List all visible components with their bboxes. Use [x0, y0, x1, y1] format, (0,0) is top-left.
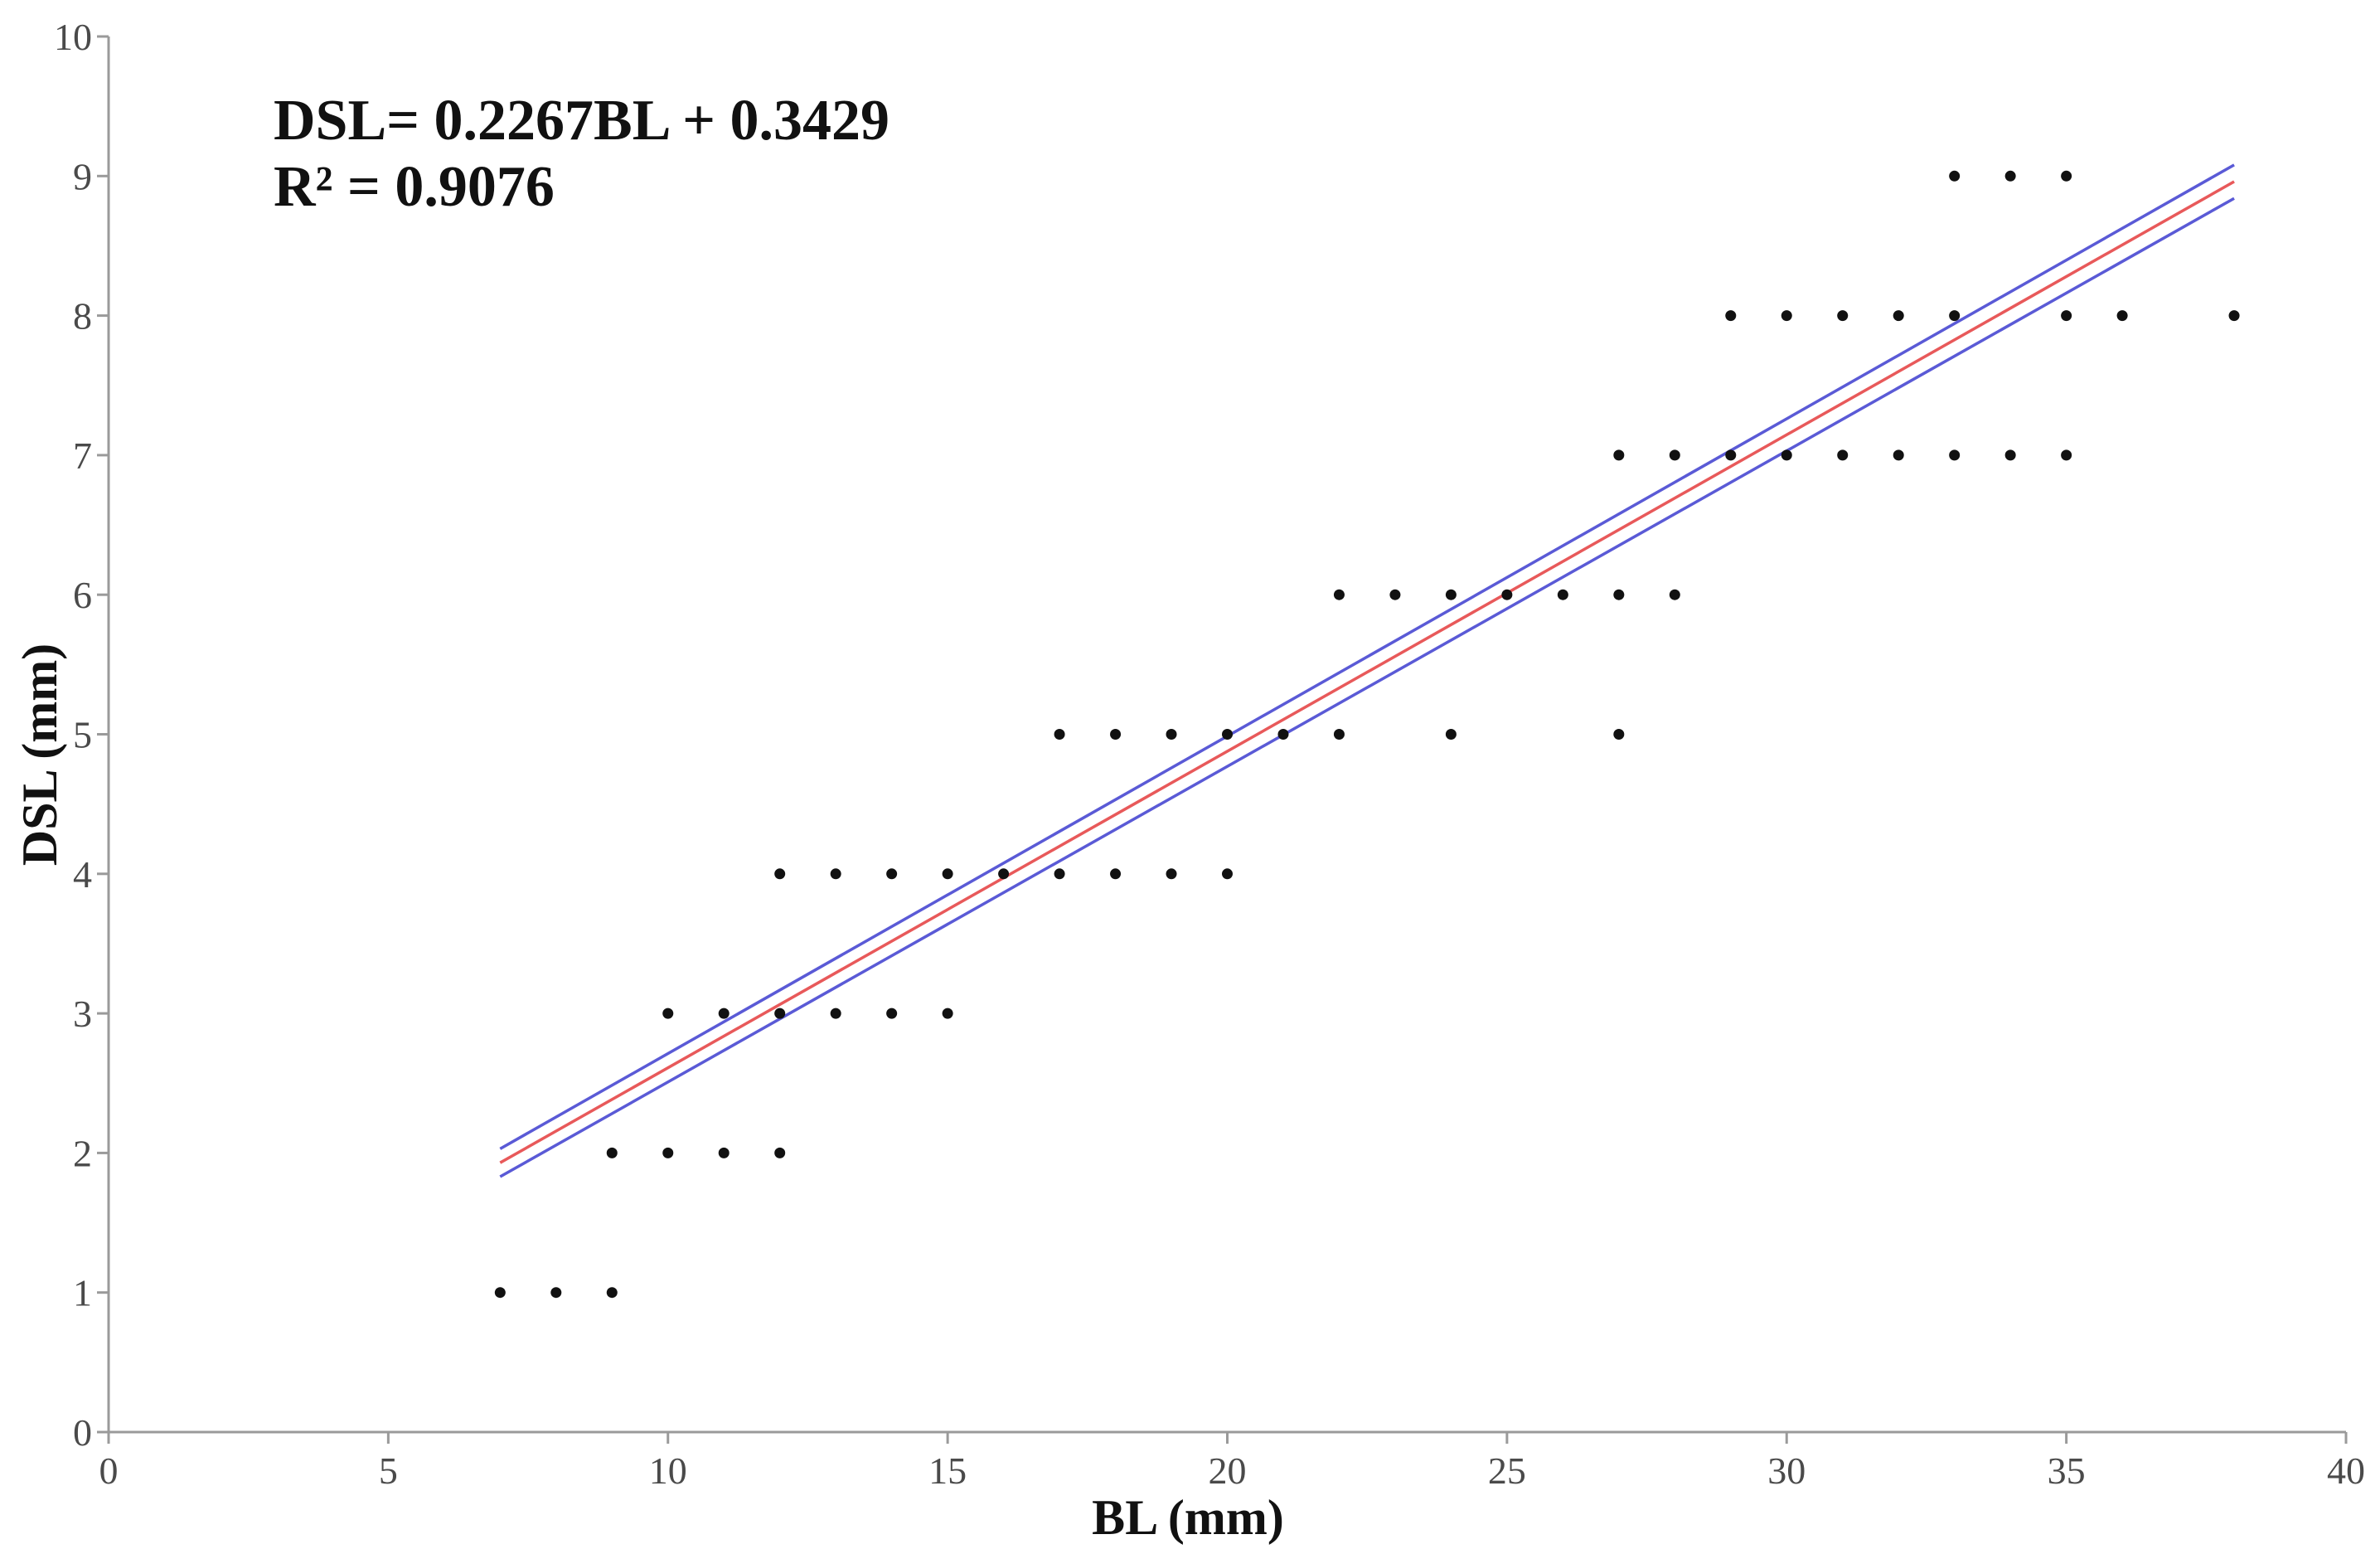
data-point: [1613, 729, 1625, 740]
x-tick-label: 25: [1488, 1449, 1526, 1492]
data-points: [494, 170, 2240, 1299]
data-point: [2116, 310, 2128, 322]
upper-band-line: [499, 163, 2235, 1150]
data-point: [606, 1287, 618, 1299]
x-tick-label: 10: [649, 1449, 687, 1492]
data-point: [662, 1008, 674, 1019]
y-tick-label: 3: [73, 993, 92, 1035]
data-point: [1222, 729, 1233, 740]
y-tick-label: 4: [73, 853, 92, 896]
data-point: [830, 1008, 841, 1019]
axes: 0 5 10 15 20 25 30 35 40 0 1 2 3 4 5 6 7 8 9 10: [54, 16, 2365, 1492]
data-point: [1557, 589, 1568, 600]
data-point: [774, 1008, 786, 1019]
data-point: [1222, 868, 1233, 880]
data-point: [886, 1008, 898, 1019]
data-point: [1949, 310, 1961, 322]
data-point: [1893, 310, 1904, 322]
y-tick-label: 7: [73, 435, 92, 477]
y-axis-ticks: 0 1 2 3 4 5 6 7 8 9 10: [54, 16, 109, 1454]
data-point: [2061, 449, 2072, 461]
x-tick-label: 20: [1209, 1449, 1247, 1492]
data-point: [1110, 868, 1122, 880]
data-point: [998, 868, 1010, 880]
data-point: [1166, 729, 1177, 740]
x-axis-ticks: 0 5 10 15 20 25 30 35 40: [99, 1432, 2365, 1492]
y-tick-label: 0: [73, 1411, 92, 1454]
data-point: [1501, 589, 1513, 600]
data-point: [1893, 449, 1904, 461]
data-point: [830, 868, 841, 880]
data-point: [1110, 729, 1122, 740]
data-point: [1054, 729, 1065, 740]
data-point: [1949, 449, 1961, 461]
lower-band-line: [499, 197, 2235, 1178]
data-point: [1445, 729, 1457, 740]
data-point: [718, 1008, 730, 1019]
data-point: [2228, 310, 2240, 322]
y-tick-label: 10: [54, 16, 92, 58]
y-tick-label: 8: [73, 295, 92, 337]
data-point: [1613, 589, 1625, 600]
data-point: [1054, 868, 1065, 880]
regression-line: [499, 180, 2235, 1164]
data-point: [942, 1008, 953, 1019]
x-tick-label: 0: [99, 1449, 119, 1492]
r-squared-annotation: R² = 0.9076: [274, 155, 555, 219]
data-point: [1333, 729, 1345, 740]
data-point: [2004, 449, 2016, 461]
data-point: [606, 1147, 618, 1158]
data-point: [1277, 729, 1289, 740]
equation-annotation: DSL= 0.2267BL + 0.3429: [274, 89, 889, 153]
x-tick-label: 40: [2327, 1449, 2365, 1492]
data-point: [1837, 310, 1849, 322]
data-point: [718, 1147, 730, 1158]
data-point: [1781, 310, 1792, 322]
data-point: [774, 868, 786, 880]
data-point: [1669, 589, 1680, 600]
data-point: [1725, 310, 1737, 322]
y-tick-label: 6: [73, 574, 92, 616]
y-tick-label: 1: [73, 1272, 92, 1314]
y-tick-label: 9: [73, 155, 92, 197]
data-point: [1389, 589, 1401, 600]
data-point: [1333, 589, 1345, 600]
x-tick-label: 15: [928, 1449, 967, 1492]
data-point: [662, 1147, 674, 1158]
data-point: [494, 1287, 506, 1299]
x-tick-label: 5: [379, 1449, 398, 1492]
y-axis-title: DSL (mm): [12, 643, 67, 866]
y-tick-label: 5: [73, 714, 92, 756]
data-point: [886, 868, 898, 880]
data-point: [942, 868, 953, 880]
data-point: [2004, 170, 2016, 182]
data-point: [550, 1287, 562, 1299]
data-point: [2061, 310, 2072, 322]
x-tick-label: 35: [2048, 1449, 2086, 1492]
y-tick-label: 2: [73, 1132, 92, 1174]
x-tick-label: 30: [1767, 1449, 1806, 1492]
data-point: [1837, 449, 1849, 461]
data-point: [1166, 868, 1177, 880]
data-point: [1669, 449, 1680, 461]
data-point: [1613, 449, 1625, 461]
data-point: [774, 1147, 786, 1158]
x-axis-title: BL (mm): [1092, 1490, 1284, 1545]
data-point: [1949, 170, 1961, 182]
regression-lines: [499, 163, 2235, 1178]
data-point: [1725, 449, 1737, 461]
data-point: [1781, 449, 1792, 461]
data-point: [2061, 170, 2072, 182]
data-point: [1445, 589, 1457, 600]
